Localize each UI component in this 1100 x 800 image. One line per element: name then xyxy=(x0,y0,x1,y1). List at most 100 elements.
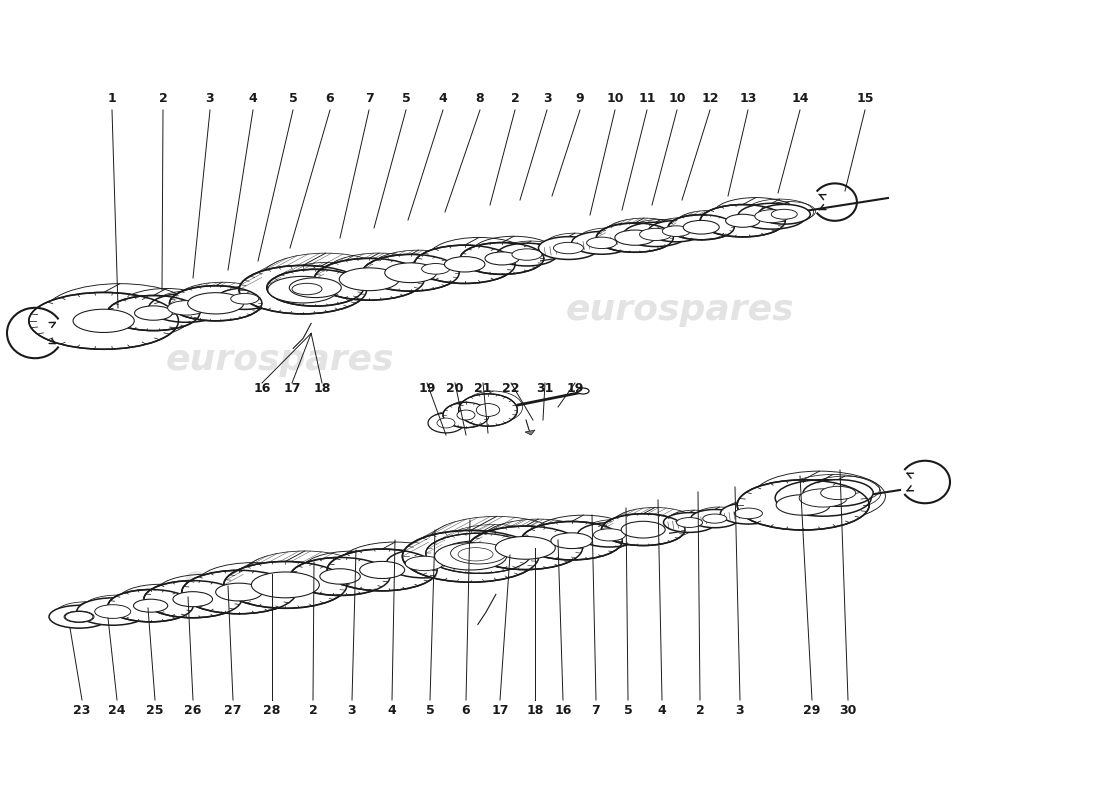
Ellipse shape xyxy=(755,210,789,222)
Text: 19: 19 xyxy=(566,382,584,394)
Ellipse shape xyxy=(320,569,361,584)
Ellipse shape xyxy=(223,562,346,608)
Ellipse shape xyxy=(360,562,405,578)
Text: 31: 31 xyxy=(537,382,553,394)
Ellipse shape xyxy=(50,606,109,628)
Ellipse shape xyxy=(803,480,873,506)
Ellipse shape xyxy=(386,549,462,578)
Ellipse shape xyxy=(683,221,719,234)
Ellipse shape xyxy=(428,413,464,433)
Ellipse shape xyxy=(277,278,337,300)
Text: 4: 4 xyxy=(439,91,448,105)
Ellipse shape xyxy=(217,288,273,310)
Ellipse shape xyxy=(107,295,199,330)
Ellipse shape xyxy=(572,231,631,254)
Text: 6: 6 xyxy=(462,703,471,717)
Text: eurospares: eurospares xyxy=(184,566,376,594)
Polygon shape xyxy=(525,430,535,435)
Ellipse shape xyxy=(290,558,390,595)
Ellipse shape xyxy=(29,293,178,350)
Ellipse shape xyxy=(639,228,672,241)
Text: 7: 7 xyxy=(364,91,373,105)
Ellipse shape xyxy=(65,611,94,622)
Ellipse shape xyxy=(521,522,623,560)
Ellipse shape xyxy=(662,226,691,237)
Text: 25: 25 xyxy=(146,703,164,717)
Text: 3: 3 xyxy=(542,91,551,105)
Ellipse shape xyxy=(385,263,437,282)
Ellipse shape xyxy=(777,494,830,515)
Text: 23: 23 xyxy=(74,703,90,717)
Ellipse shape xyxy=(173,592,212,606)
Ellipse shape xyxy=(703,514,727,523)
Text: 24: 24 xyxy=(108,703,125,717)
Ellipse shape xyxy=(148,294,224,322)
Polygon shape xyxy=(538,226,657,261)
Ellipse shape xyxy=(602,514,685,546)
Ellipse shape xyxy=(458,548,493,561)
Text: 21: 21 xyxy=(474,382,492,394)
Ellipse shape xyxy=(596,223,673,252)
Ellipse shape xyxy=(408,258,464,279)
Text: 30: 30 xyxy=(839,703,857,717)
Ellipse shape xyxy=(362,254,459,291)
Text: 15: 15 xyxy=(856,91,873,105)
Text: 2: 2 xyxy=(695,703,704,717)
Text: 5: 5 xyxy=(624,703,632,717)
Ellipse shape xyxy=(771,210,797,219)
Text: 20: 20 xyxy=(447,382,464,394)
Ellipse shape xyxy=(133,599,167,612)
Ellipse shape xyxy=(267,270,364,306)
Ellipse shape xyxy=(586,237,617,249)
Ellipse shape xyxy=(485,252,519,265)
Text: 6: 6 xyxy=(326,91,334,105)
Text: 17: 17 xyxy=(284,382,300,394)
Ellipse shape xyxy=(134,306,173,320)
Ellipse shape xyxy=(108,590,194,622)
Ellipse shape xyxy=(239,266,366,314)
Text: 3: 3 xyxy=(206,91,214,105)
Text: eurospares: eurospares xyxy=(166,343,394,377)
Text: 5: 5 xyxy=(426,703,434,717)
Text: 12: 12 xyxy=(702,91,718,105)
Ellipse shape xyxy=(539,237,598,259)
Text: 2: 2 xyxy=(510,91,519,105)
Text: 18: 18 xyxy=(314,382,331,394)
Ellipse shape xyxy=(615,230,654,246)
Text: 11: 11 xyxy=(638,91,656,105)
Text: 19: 19 xyxy=(418,382,436,394)
Ellipse shape xyxy=(469,526,583,570)
Text: 10: 10 xyxy=(606,91,624,105)
Ellipse shape xyxy=(551,533,592,549)
Ellipse shape xyxy=(459,394,517,426)
Ellipse shape xyxy=(821,486,856,499)
Ellipse shape xyxy=(726,214,760,227)
Text: eurospares: eurospares xyxy=(565,293,794,327)
Ellipse shape xyxy=(758,204,811,224)
Ellipse shape xyxy=(456,410,475,420)
Ellipse shape xyxy=(691,510,739,528)
Ellipse shape xyxy=(737,480,869,530)
Ellipse shape xyxy=(339,268,399,290)
Text: 4: 4 xyxy=(249,91,257,105)
Ellipse shape xyxy=(444,257,485,272)
Ellipse shape xyxy=(77,598,148,626)
Ellipse shape xyxy=(188,293,244,314)
Ellipse shape xyxy=(169,286,262,321)
Text: 3: 3 xyxy=(736,703,745,717)
Ellipse shape xyxy=(434,542,507,570)
Ellipse shape xyxy=(512,249,542,260)
Ellipse shape xyxy=(405,556,443,570)
Ellipse shape xyxy=(676,518,703,527)
Ellipse shape xyxy=(421,263,450,274)
Text: 16: 16 xyxy=(253,382,271,394)
Ellipse shape xyxy=(495,537,556,559)
Text: 5: 5 xyxy=(288,91,297,105)
Ellipse shape xyxy=(441,541,510,568)
Ellipse shape xyxy=(64,611,95,622)
Text: 4: 4 xyxy=(387,703,396,717)
Ellipse shape xyxy=(426,534,531,574)
Ellipse shape xyxy=(437,418,455,428)
Ellipse shape xyxy=(738,203,806,229)
Ellipse shape xyxy=(403,530,539,582)
